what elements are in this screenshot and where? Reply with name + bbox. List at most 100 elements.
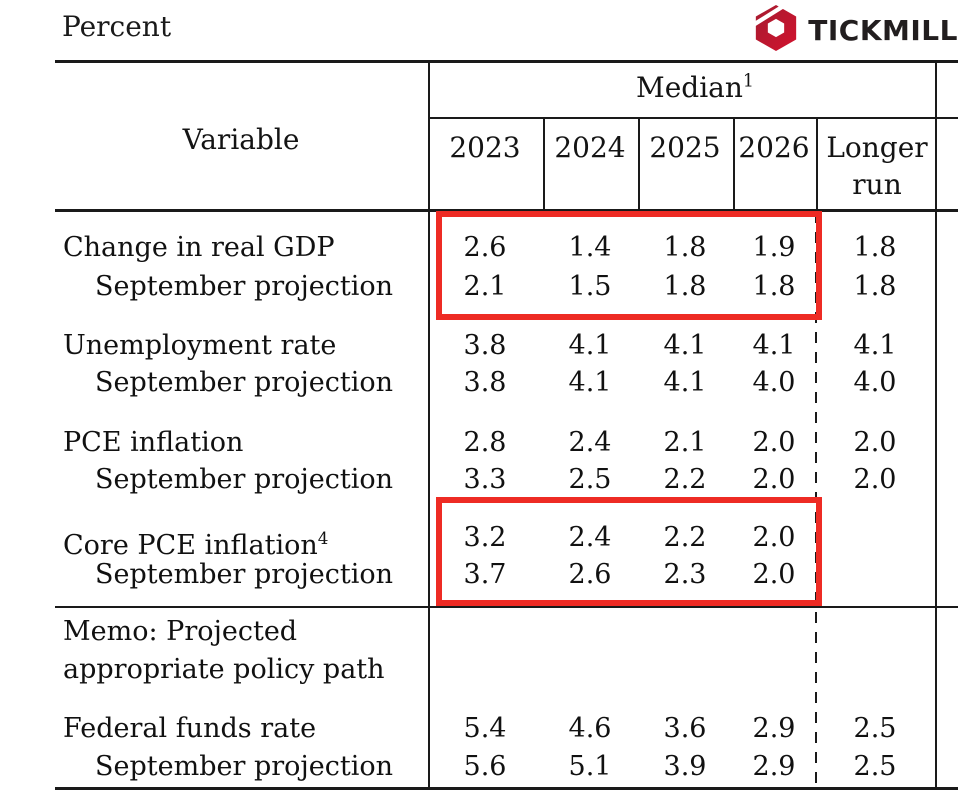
row-federal-funds-september: September projection 5.6 5.1 3.9 2.9 2.5	[55, 748, 958, 786]
row-gdp: Change in real GDP 2.6 1.4 1.8 1.9 1.8	[55, 229, 958, 267]
memo-row-line2: appropriate policy path	[55, 651, 958, 689]
row-core-pce: Core PCE inflation4 3.2 2.4 2.2 2.0	[55, 519, 958, 561]
row-gdp-september: September projection 2.1 1.5 1.8 1.8 1.8	[55, 268, 958, 306]
cell-2023: 3.3	[463, 464, 507, 495]
row-label: Change in real GDP	[63, 232, 335, 263]
column-header-longer-run-line2: run	[852, 168, 902, 201]
tickmill-hexagon-icon	[740, 0, 800, 56]
table-right-divider	[935, 60, 937, 790]
cell-2025: 4.1	[663, 367, 707, 398]
cell-2023: 3.8	[463, 367, 507, 398]
tickmill-logo-text: TICKMILL	[808, 13, 958, 47]
cell-2024: 4.1	[568, 367, 612, 398]
row-unemployment-september: September projection 3.8 4.1 4.1 4.0 4.0	[55, 364, 958, 402]
row-label: PCE inflation	[63, 427, 244, 458]
memo-row-line1: Memo: Projected	[55, 613, 958, 651]
header-bottom-rule	[55, 209, 958, 212]
cell-2023: 2.8	[463, 427, 507, 458]
median-footnote-superscript: 1	[742, 71, 754, 92]
year-divider-2025-2026	[733, 117, 735, 210]
row-label: September projection	[95, 271, 393, 302]
memo-section-divider	[55, 606, 958, 608]
memo-label-line1: Memo: Projected	[63, 616, 298, 647]
column-header-longer-run: Longer	[826, 131, 928, 164]
cell-2024: 5.1	[568, 751, 612, 782]
cell-2025: 1.8	[663, 271, 707, 302]
row-core-pce-september: September projection 3.7 2.6 2.3 2.0	[55, 556, 958, 594]
cell-2026: 2.0	[752, 427, 796, 458]
row-label: September projection	[95, 559, 393, 590]
cell-2026: 2.9	[752, 713, 796, 744]
cell-2025: 2.2	[663, 464, 707, 495]
cell-2023: 3.2	[463, 522, 507, 553]
cell-longer-run: 2.0	[853, 427, 897, 458]
variable-column-divider	[428, 60, 430, 790]
row-pce-inflation: PCE inflation 2.8 2.4 2.1 2.0 2.0	[55, 424, 958, 462]
longer-run-divider-header	[816, 117, 818, 210]
cell-2025: 2.1	[663, 427, 707, 458]
variable-column-header: Variable	[182, 123, 300, 156]
cell-2026: 1.9	[752, 232, 796, 263]
projections-table: Variable Median1 2023 2024 2025 2026 Lon…	[55, 60, 958, 790]
cell-2026: 4.1	[752, 330, 796, 361]
cell-2023: 3.8	[463, 330, 507, 361]
table-top-rule	[55, 60, 958, 63]
cell-2025: 3.9	[663, 751, 707, 782]
median-group-header: Median1	[636, 71, 754, 104]
cell-2026: 2.0	[752, 464, 796, 495]
cell-2024: 2.4	[568, 427, 612, 458]
cell-2025: 1.8	[663, 232, 707, 263]
row-federal-funds-rate: Federal funds rate 5.4 4.6 3.6 2.9 2.5	[55, 710, 958, 748]
row-label: September projection	[95, 751, 393, 782]
year-divider-2023-2024	[543, 117, 545, 210]
column-header-2023: 2023	[449, 131, 521, 164]
memo-label-line2: appropriate policy path	[63, 654, 385, 685]
cell-2023: 2.1	[463, 271, 507, 302]
cell-longer-run: 2.5	[853, 751, 897, 782]
cell-2023: 5.4	[463, 713, 507, 744]
cell-2024: 2.6	[568, 559, 612, 590]
row-label: Unemployment rate	[63, 330, 337, 361]
row-unemployment: Unemployment rate 3.8 4.1 4.1 4.1 4.1	[55, 327, 958, 365]
table-bottom-rule	[55, 787, 958, 790]
cell-longer-run: 4.1	[853, 330, 897, 361]
row-label: Federal funds rate	[63, 713, 317, 744]
cell-2026: 4.0	[752, 367, 796, 398]
cell-longer-run: 2.0	[853, 464, 897, 495]
tickmill-logo: TICKMILL	[740, 0, 958, 56]
cell-2026: 1.8	[752, 271, 796, 302]
median-group-divider	[428, 117, 958, 119]
cell-2024: 1.4	[568, 232, 612, 263]
cell-2025: 3.6	[663, 713, 707, 744]
cell-2024: 1.5	[568, 271, 612, 302]
cell-2023: 5.6	[463, 751, 507, 782]
column-header-2025: 2025	[649, 131, 721, 164]
row-pce-september: September projection 3.3 2.5 2.2 2.0 2.0	[55, 461, 958, 499]
row-label: September projection	[95, 464, 393, 495]
cell-2025: 2.2	[663, 522, 707, 553]
cell-2023: 2.6	[463, 232, 507, 263]
year-divider-2024-2025	[638, 117, 640, 210]
cell-2024: 2.4	[568, 522, 612, 553]
highlight-box-core-pce	[436, 497, 822, 606]
cell-longer-run: 1.8	[853, 271, 897, 302]
highlight-box-gdp	[436, 211, 822, 320]
column-header-2026: 2026	[738, 131, 810, 164]
cell-2024: 4.1	[568, 330, 612, 361]
column-header-2024: 2024	[554, 131, 626, 164]
row-label: Core PCE inflation4	[63, 528, 329, 561]
cell-2026: 2.9	[752, 751, 796, 782]
cell-2026: 2.0	[752, 559, 796, 590]
units-label: Percent	[62, 10, 172, 43]
cell-longer-run: 2.5	[853, 713, 897, 744]
cell-2023: 3.7	[463, 559, 507, 590]
cell-2025: 4.1	[663, 330, 707, 361]
cell-2026: 2.0	[752, 522, 796, 553]
cell-2024: 2.5	[568, 464, 612, 495]
row-label: September projection	[95, 367, 393, 398]
cell-2024: 4.6	[568, 713, 612, 744]
core-pce-footnote-superscript: 4	[317, 528, 329, 548]
cell-longer-run: 1.8	[853, 232, 897, 263]
cell-2025: 2.3	[663, 559, 707, 590]
